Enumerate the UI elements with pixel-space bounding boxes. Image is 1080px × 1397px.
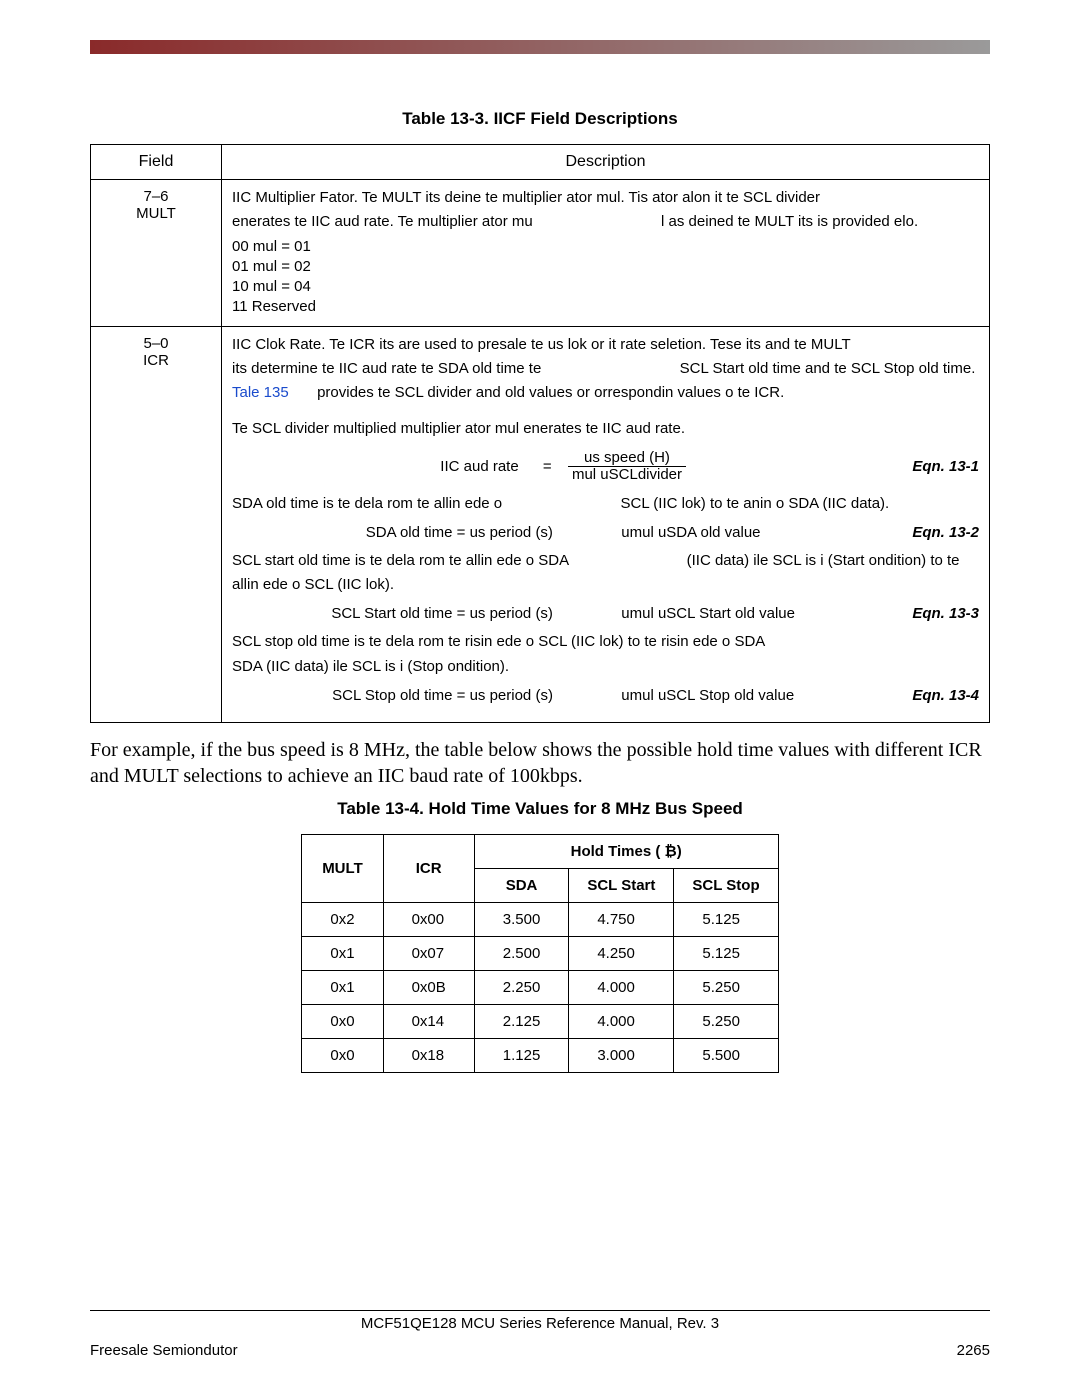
th-sda: SDA bbox=[474, 868, 569, 902]
equation-tag: Eqn. 13-4 bbox=[912, 687, 979, 704]
equation-tag: Eqn. 13-3 bbox=[912, 605, 979, 622]
table-row: 0x10x07 2.5004.2505.125 bbox=[302, 936, 778, 970]
hold-time-table: MULT ICR Hold Times ( ₿) SDA SCL Start S… bbox=[301, 834, 778, 1073]
field-bits: 5–0 bbox=[101, 335, 211, 352]
table-row: 0x10x0B 2.2504.0005.250 bbox=[302, 970, 778, 1004]
desc-text: SDA (IIC data) ile SCL is i (Stop onditi… bbox=[232, 657, 979, 677]
desc-text: Tale 135 provides te SCL divider and old… bbox=[232, 383, 979, 403]
desc-text: SCL start old time is te dela rom te all… bbox=[232, 551, 979, 571]
table-row: 0x20x00 3.5004.7505.125 bbox=[302, 902, 778, 936]
equation: IIC aud rate = us speed (H) mul uSCLdivi… bbox=[232, 450, 979, 484]
desc-text: IIC Multiplier Fator. Te MULT its deine … bbox=[232, 188, 979, 208]
equation: SCL Start old time = us period (s) umul … bbox=[232, 605, 979, 622]
table-row: 5–0 ICR IIC Clok Rate. Te ICR its are us… bbox=[91, 326, 990, 722]
desc-text: IIC Clok Rate. Te ICR its are used to pr… bbox=[232, 335, 979, 355]
desc-text: SCL stop old time is te dela rom te risi… bbox=[232, 632, 979, 652]
footer-left: Freesale Semiondutor bbox=[90, 1342, 238, 1359]
table-row: 0x00x14 2.1254.0005.250 bbox=[302, 1004, 778, 1038]
equation: SDA old time = us period (s) umul uSDA o… bbox=[232, 524, 979, 541]
field-description-table: Field Description 7–6 MULT IIC Multiplie… bbox=[90, 144, 990, 723]
table-row: 0x00x18 1.1253.0005.500 bbox=[302, 1038, 778, 1072]
desc-text: enerates te IIC aud rate. Te multiplier … bbox=[232, 212, 979, 232]
th-field: Field bbox=[91, 145, 222, 180]
desc-text: its determine te IIC aud rate te SDA old… bbox=[232, 359, 979, 379]
th-sclstop: SCL Stop bbox=[674, 868, 778, 902]
table2-caption: Table 13-4. Hold Time Values for 8 MHz B… bbox=[90, 799, 990, 819]
desc-text: allin ede o SCL (IIC lok). bbox=[232, 575, 979, 595]
th-icr: ICR bbox=[383, 834, 474, 902]
field-bits: 7–6 bbox=[101, 188, 211, 205]
desc-text: SDA old time is te dela rom te allin ede… bbox=[232, 494, 979, 514]
th-sclstart: SCL Start bbox=[569, 868, 674, 902]
field-name: ICR bbox=[101, 352, 211, 369]
bit-line: 00 mul = 01 bbox=[232, 237, 979, 257]
footer-title: MCF51QE128 MCU Series Reference Manual, … bbox=[90, 1315, 990, 1332]
th-hold: Hold Times ( ₿) bbox=[474, 834, 778, 868]
header-bar bbox=[90, 40, 990, 54]
table1-caption: Table 13-3. IICF Field Descriptions bbox=[90, 109, 990, 129]
desc-text: Te SCL divider multiplied multiplier ato… bbox=[232, 419, 979, 439]
bit-line: 11 Reserved bbox=[232, 297, 979, 317]
bit-line: 01 mul = 02 bbox=[232, 257, 979, 277]
footer-page: 2265 bbox=[957, 1342, 990, 1359]
equation-tag: Eqn. 13-1 bbox=[912, 458, 979, 475]
equation: SCL Stop old time = us period (s) umul u… bbox=[232, 687, 979, 704]
field-name: MULT bbox=[101, 205, 211, 222]
table-link[interactable]: Tale 135 bbox=[232, 384, 289, 401]
th-desc: Description bbox=[222, 145, 990, 180]
page-footer: MCF51QE128 MCU Series Reference Manual, … bbox=[90, 1310, 990, 1359]
equation-tag: Eqn. 13-2 bbox=[912, 524, 979, 541]
table-row: 7–6 MULT IIC Multiplier Fator. Te MULT i… bbox=[91, 180, 990, 327]
th-mult: MULT bbox=[302, 834, 383, 902]
body-paragraph: For example, if the bus speed is 8 MHz, … bbox=[90, 737, 990, 789]
bit-line: 10 mul = 04 bbox=[232, 277, 979, 297]
